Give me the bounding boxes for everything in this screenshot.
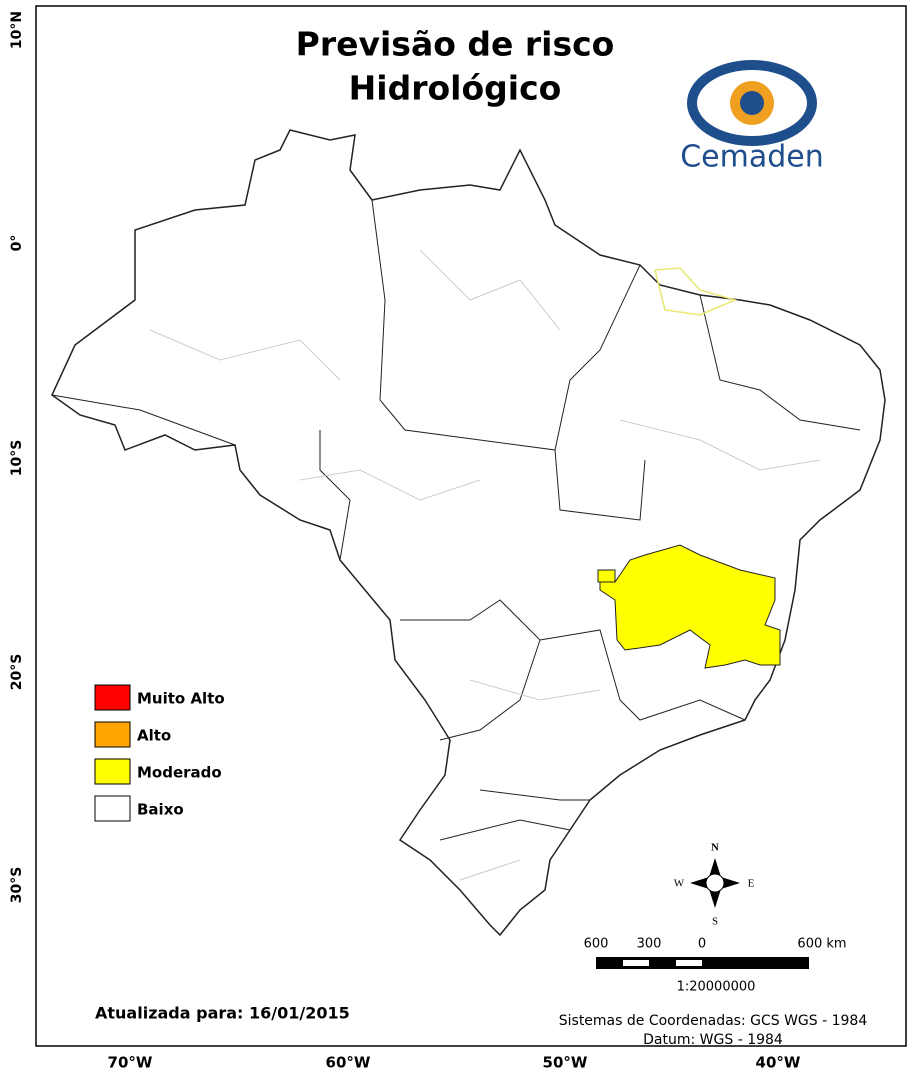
state-border <box>539 629 746 721</box>
latitude-labels: 10°N 0° 10°S 20°S 30°S <box>9 11 25 903</box>
state-border <box>400 599 541 741</box>
legend-label: Muito Alto <box>137 690 225 708</box>
scale-ratio: 1:20000000 <box>677 980 756 995</box>
legend-label: Moderado <box>137 764 222 782</box>
logo-pupil <box>740 91 764 115</box>
municipal-border <box>149 249 821 881</box>
state-border <box>439 819 571 841</box>
latitude-label: 10°N <box>9 11 25 49</box>
brazil-outline <box>51 129 886 937</box>
scale-label: 300 <box>637 937 662 952</box>
latitude-label: 20°S <box>9 654 25 691</box>
state-borders <box>51 199 861 841</box>
scale-bar-body <box>596 957 809 969</box>
state-border <box>51 394 236 446</box>
latitude-label: 30°S <box>9 867 25 904</box>
state-border <box>479 789 590 801</box>
brazil-map <box>51 129 886 937</box>
longitude-labels: 70°W 60°W 50°W 40°W <box>108 1054 801 1072</box>
legend-label: Baixo <box>137 801 184 819</box>
legend-swatch <box>94 758 131 785</box>
state-border <box>319 430 351 561</box>
compass-center <box>705 873 725 893</box>
longitude-label: 50°W <box>543 1054 588 1072</box>
update-date: Atualizada para: 16/01/2015 <box>95 1004 350 1023</box>
moderate-risk-area <box>599 544 781 669</box>
state-border <box>699 294 861 431</box>
legend: Muito Alto Alto Moderado Baixo <box>94 684 225 822</box>
logo: Cemaden <box>680 60 824 175</box>
crs-credit: Sistemas de Coordenadas: GCS WGS - 1984 <box>559 1013 868 1029</box>
state-border <box>554 264 641 451</box>
longitude-label: 40°W <box>756 1054 801 1072</box>
legend-swatch <box>94 795 131 822</box>
longitude-label: 60°W <box>326 1054 371 1072</box>
latitude-label: 0° <box>9 235 25 252</box>
latitude-label: 10°S <box>9 440 25 477</box>
title: Previsão de risco <box>296 25 615 64</box>
municipal-borders <box>149 249 821 881</box>
scale-bar-segment <box>623 960 649 966</box>
compass: N S E W <box>674 842 755 928</box>
scale-label: 600 <box>584 937 609 952</box>
state-border <box>371 199 646 521</box>
compass-w: W <box>674 878 685 890</box>
scale-label: 600 km <box>797 937 846 952</box>
legend-label: Alto <box>137 727 171 745</box>
highlighted-border <box>654 267 738 316</box>
compass-e: E <box>748 878 755 890</box>
datum-credit: Datum: WGS - 1984 <box>643 1032 783 1048</box>
logo-eye <box>687 60 817 146</box>
scale-bar-segment <box>676 960 702 966</box>
legend-swatch <box>94 721 131 748</box>
logo-text: Cemaden <box>680 140 824 175</box>
compass-s: S <box>712 916 718 928</box>
title: Hidrológico <box>349 69 562 108</box>
legend-swatch <box>94 684 131 711</box>
longitude-label: 70°W <box>108 1054 153 1072</box>
scale-label: 0 <box>698 937 706 952</box>
moderate-risk-area <box>597 569 616 583</box>
compass-n: N <box>711 842 719 854</box>
scale-bar: 600 300 0 600 km 1:20000000 <box>584 937 847 995</box>
